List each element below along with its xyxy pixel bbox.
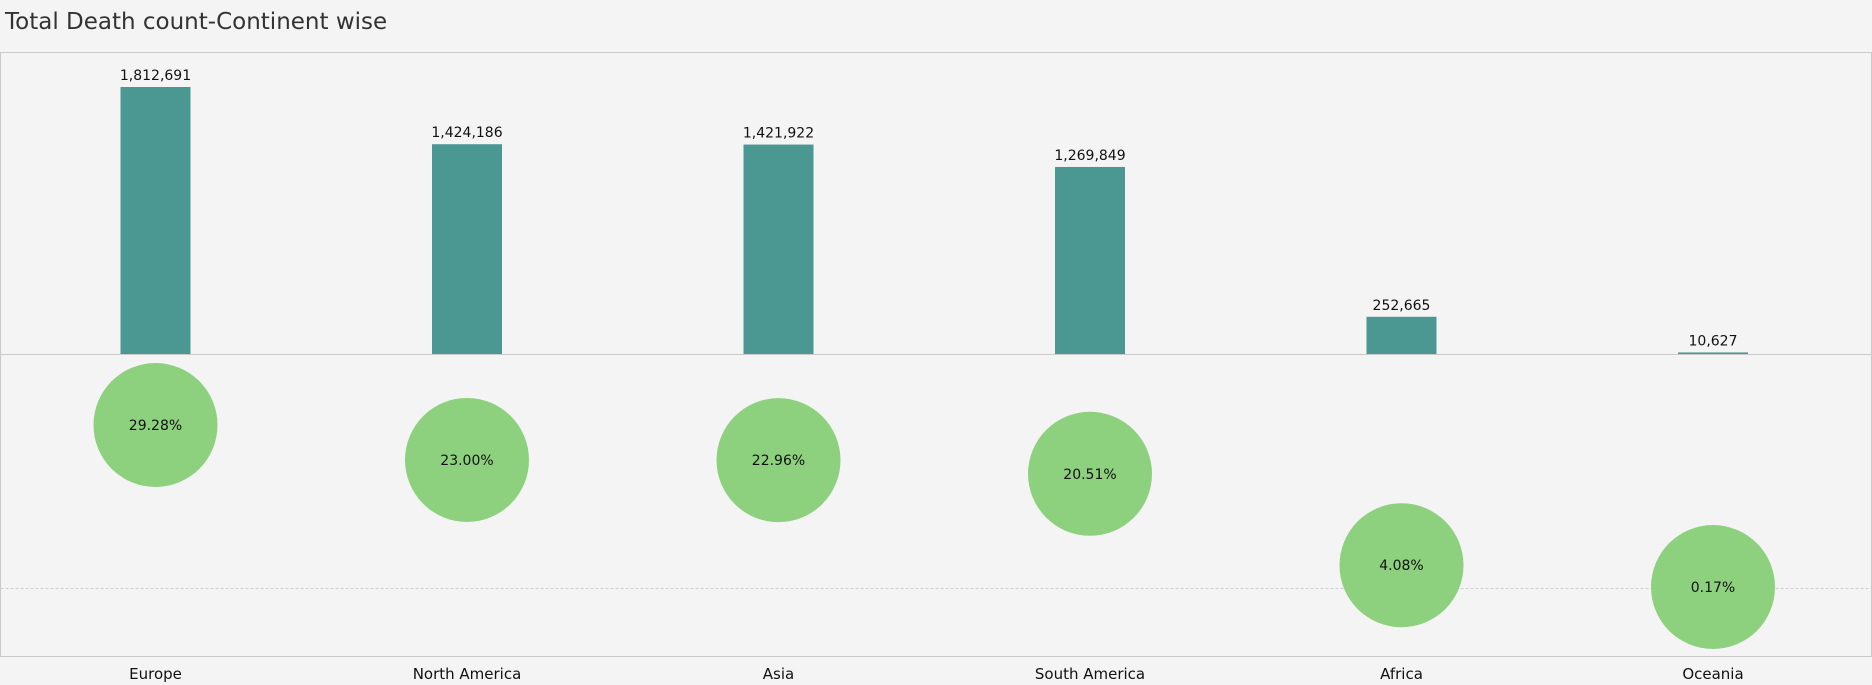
percent-label: 29.28% — [129, 418, 182, 434]
bar — [1366, 316, 1437, 354]
x-tick-label: South America — [1035, 665, 1145, 683]
bar — [1678, 352, 1748, 354]
x-tick-label: Asia — [763, 665, 794, 683]
x-axis: Europe North America Asia South America Afri… — [129, 665, 1744, 683]
percent-label: 23.00% — [440, 453, 493, 469]
percent-label: 20.51% — [1063, 467, 1116, 483]
bar — [120, 87, 191, 354]
bar-value-label: 1,269,849 — [1054, 148, 1125, 164]
bar-value-label: 10,627 — [1689, 333, 1738, 349]
percent-circle — [1651, 525, 1775, 649]
x-tick-label: Europe — [129, 665, 182, 683]
percent-circle — [93, 363, 218, 487]
bar-value-label: 1,424,186 — [431, 125, 502, 141]
bar-value-label: 1,812,691 — [120, 68, 191, 84]
bar — [743, 144, 814, 354]
percent-label: 22.96% — [752, 453, 805, 469]
percent-label: 0.17% — [1691, 580, 1735, 596]
percent-circle — [716, 398, 841, 523]
percent-circle — [1339, 503, 1464, 628]
percent-circle — [1028, 411, 1152, 536]
percent-series: 29.28% 23.00% 22.96% 20.51% 4.08% 0.17% — [93, 363, 1775, 649]
bar-value-label: 1,421,922 — [743, 126, 814, 142]
bar-series: 1,812,691 1,424,186 1,421,922 1,269,849 252,… — [120, 68, 1748, 354]
x-tick-label: Africa — [1380, 665, 1423, 683]
grid-layer — [0, 52, 1872, 657]
x-tick-label: Oceania — [1682, 665, 1743, 683]
bar-value-label: 252,665 — [1373, 298, 1431, 314]
bar — [1055, 166, 1125, 354]
percent-circle — [405, 397, 529, 522]
percent-label: 4.08% — [1379, 558, 1423, 574]
x-tick-label: North America — [413, 665, 522, 683]
chart-title: Total Death count-Continent wise — [5, 9, 388, 35]
bar — [432, 144, 502, 354]
